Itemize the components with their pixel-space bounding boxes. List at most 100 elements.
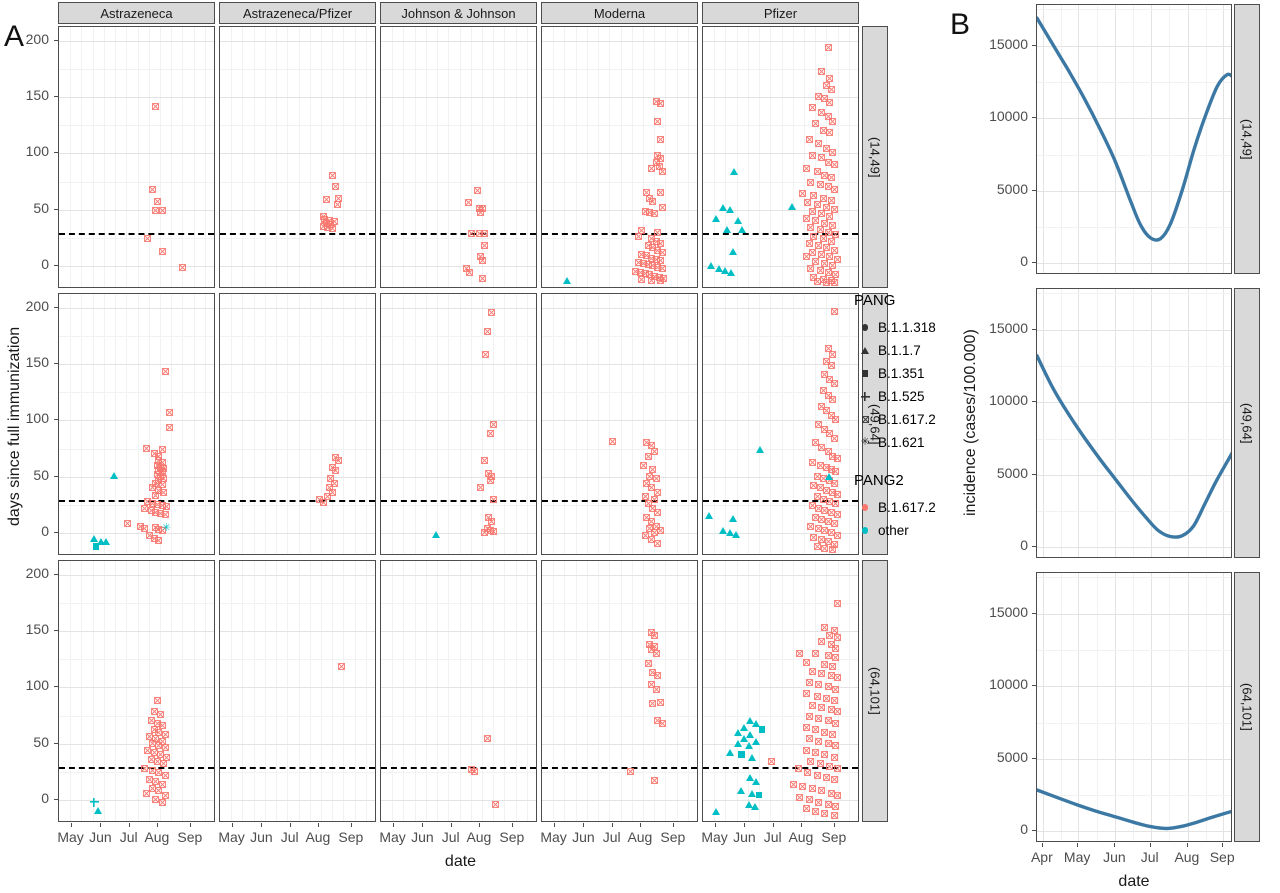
grid-line-v bbox=[1151, 573, 1152, 841]
panelb-facet-strip-row-label: (14,49] bbox=[1239, 118, 1255, 160]
grid-line-v bbox=[343, 561, 344, 821]
x-tick-label: Sep bbox=[499, 829, 525, 845]
data-point bbox=[829, 730, 837, 738]
grid-line-v bbox=[493, 27, 494, 287]
grid-line-h bbox=[220, 153, 375, 155]
grid-line-v bbox=[643, 27, 644, 287]
data-point bbox=[335, 457, 343, 465]
grid-line-v bbox=[70, 27, 71, 287]
x-tick-label: Jun bbox=[572, 829, 595, 845]
grid-line-v bbox=[826, 561, 827, 821]
panelb-y-tick-mark bbox=[1032, 473, 1036, 475]
legend-item-label: B.1.351 bbox=[878, 366, 925, 381]
grid-line-v bbox=[714, 27, 715, 287]
data-point bbox=[807, 224, 815, 232]
grid-line-v bbox=[793, 294, 794, 554]
data-point bbox=[163, 753, 171, 761]
y-tick-mark bbox=[54, 265, 58, 267]
grid-line-v bbox=[149, 27, 150, 287]
grid-line-v bbox=[849, 294, 850, 554]
legend-item-pang-1[interactable]: B.1.1.7 bbox=[852, 339, 982, 362]
grid-line-v bbox=[725, 294, 726, 554]
grid-line-v bbox=[205, 27, 206, 287]
x-tick-mark bbox=[800, 823, 802, 827]
x-tick-mark bbox=[261, 823, 263, 827]
grid-line-v bbox=[415, 27, 416, 287]
legend-item-pang2-0[interactable]: B.1.617.2 bbox=[852, 496, 982, 519]
data-point bbox=[161, 367, 169, 375]
data-point bbox=[152, 735, 160, 743]
grid-line-h bbox=[59, 574, 214, 576]
data-point bbox=[805, 735, 813, 743]
y-tick-mark bbox=[54, 152, 58, 154]
grid-line-v bbox=[460, 561, 461, 821]
data-point bbox=[728, 514, 737, 522]
y-tick-label: 200 bbox=[25, 30, 49, 47]
facet-strip-row-2: (64,101] bbox=[862, 560, 888, 822]
grid-line-v bbox=[321, 294, 322, 554]
grid-line-h-minor bbox=[59, 715, 214, 717]
data-point bbox=[488, 309, 496, 317]
data-point bbox=[654, 717, 662, 725]
grid-line-v bbox=[460, 294, 461, 554]
data-point bbox=[657, 189, 665, 196]
grid-line-v bbox=[115, 561, 116, 821]
legend-item-pang-3[interactable]: B.1.525 bbox=[852, 385, 982, 408]
legend-item-pang-0[interactable]: B.1.1.318 bbox=[852, 316, 982, 339]
legend-item-pang2-1[interactable]: other bbox=[852, 519, 982, 542]
grid-line-h-minor bbox=[381, 448, 536, 450]
data-point bbox=[829, 221, 837, 229]
facet-cell bbox=[58, 560, 215, 822]
grid-line-h bbox=[220, 40, 375, 42]
grid-line-h bbox=[1037, 758, 1231, 760]
grid-line-v bbox=[654, 294, 655, 554]
grid-line-h-minor bbox=[542, 448, 697, 450]
grid-line-h-minor bbox=[1037, 9, 1231, 11]
grid-line-v bbox=[587, 294, 588, 554]
grid-line-v bbox=[782, 561, 783, 821]
legend-item-pang-4[interactable]: B.1.617.2 bbox=[852, 408, 982, 431]
data-point bbox=[711, 214, 720, 222]
grid-line-v bbox=[849, 27, 850, 287]
y-tick-label: 150 bbox=[25, 621, 49, 638]
grid-line-v bbox=[587, 27, 588, 287]
data-point bbox=[482, 350, 490, 358]
grid-line-h-minor bbox=[1037, 511, 1231, 513]
grid-line-v bbox=[205, 294, 206, 554]
x-tick-mark bbox=[350, 823, 352, 827]
panelb-x-tick-label: Apr bbox=[1030, 849, 1053, 865]
panelb-y-tick-label: 0 bbox=[1020, 537, 1028, 554]
data-point bbox=[483, 328, 491, 336]
facet-cell bbox=[702, 293, 859, 555]
grid-line-v bbox=[242, 294, 243, 554]
grid-line-h bbox=[59, 476, 214, 478]
grid-line-v bbox=[276, 27, 277, 287]
data-point bbox=[638, 251, 646, 259]
reference-line bbox=[59, 766, 214, 769]
panelb-y-tick-mark bbox=[1032, 830, 1036, 832]
data-point bbox=[643, 513, 651, 521]
facet-strip-row-label: (64,101] bbox=[867, 667, 883, 715]
data-point bbox=[152, 479, 160, 487]
data-point: ✳ bbox=[161, 521, 171, 534]
grid-line-v bbox=[310, 294, 311, 554]
grid-line-h bbox=[381, 40, 536, 42]
grid-line-v bbox=[714, 561, 715, 821]
legend-item-pang-2[interactable]: B.1.351 bbox=[852, 362, 982, 385]
data-point bbox=[646, 640, 654, 648]
data-point bbox=[818, 108, 826, 116]
grid-line-h bbox=[59, 364, 214, 366]
data-point bbox=[807, 522, 815, 530]
data-point bbox=[827, 411, 835, 419]
data-point bbox=[474, 186, 482, 194]
legend-item-label: B.1.617.2 bbox=[878, 412, 936, 427]
x-tick-mark bbox=[450, 823, 452, 827]
legend-item-pang-5[interactable]: ✳ B.1.621 bbox=[852, 431, 982, 454]
grid-line-v bbox=[115, 294, 116, 554]
grid-line-v bbox=[448, 561, 449, 821]
reference-line bbox=[220, 232, 375, 235]
data-point bbox=[826, 129, 834, 137]
data-point bbox=[818, 251, 826, 259]
data-point bbox=[816, 484, 824, 492]
data-point bbox=[643, 189, 651, 196]
